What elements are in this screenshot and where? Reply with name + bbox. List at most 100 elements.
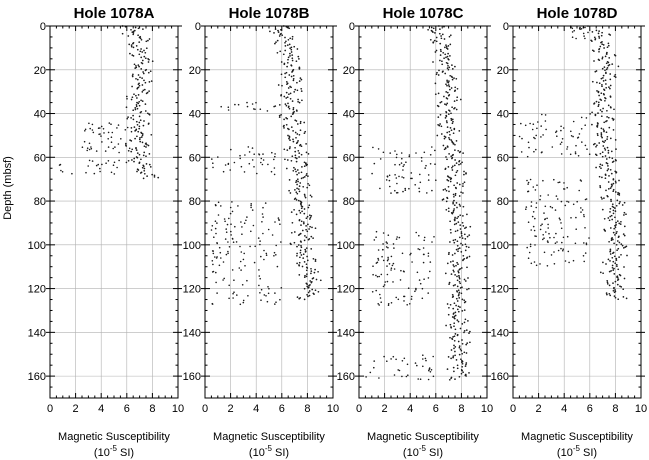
data-point	[599, 186, 602, 189]
data-point	[615, 171, 617, 174]
data-point	[610, 270, 612, 272]
data-point	[126, 126, 129, 129]
data-point	[618, 192, 621, 195]
data-point	[390, 267, 393, 270]
data-point	[530, 201, 533, 203]
data-point	[288, 179, 291, 181]
data-point	[138, 115, 141, 118]
data-point	[392, 262, 395, 265]
data-point	[101, 141, 103, 143]
data-point	[393, 268, 396, 270]
data-point	[275, 41, 277, 43]
data-point	[617, 247, 620, 250]
data-point	[291, 71, 293, 73]
data-point	[278, 219, 280, 221]
data-point	[607, 217, 610, 219]
data-point	[395, 296, 398, 299]
data-point	[228, 297, 230, 300]
y-tick-label: 20	[189, 65, 201, 77]
data-point	[415, 287, 417, 290]
data-point	[391, 264, 394, 267]
data-point	[453, 265, 455, 268]
data-point	[610, 185, 613, 188]
data-point	[451, 165, 454, 168]
data-point	[380, 301, 383, 304]
data-point	[131, 85, 133, 88]
data-point	[303, 276, 306, 279]
data-point	[465, 245, 468, 248]
data-point	[229, 212, 232, 215]
data-point	[613, 75, 616, 78]
data-point	[542, 179, 544, 182]
data-point	[451, 157, 453, 160]
data-point	[222, 279, 224, 281]
data-point	[612, 231, 615, 234]
data-point	[436, 134, 439, 137]
data-point	[220, 257, 222, 259]
data-points	[210, 25, 322, 306]
data-point	[597, 32, 600, 35]
data-point	[458, 276, 461, 279]
data-point	[620, 243, 623, 245]
data-point	[604, 230, 607, 232]
data-point	[604, 55, 607, 58]
data-point	[371, 291, 374, 293]
data-point	[281, 34, 284, 37]
data-point	[386, 273, 389, 276]
data-point	[534, 137, 536, 140]
data-point	[112, 147, 114, 150]
data-point	[377, 303, 380, 305]
data-point	[139, 140, 142, 143]
data-point	[465, 343, 468, 346]
data-point	[445, 120, 448, 122]
data-point	[452, 260, 454, 262]
data-point	[300, 203, 302, 206]
data-point	[458, 291, 461, 294]
data-point	[623, 214, 625, 216]
data-point	[454, 238, 457, 241]
data-point	[616, 283, 619, 286]
data-point	[591, 123, 593, 126]
data-point	[274, 155, 276, 158]
data-point	[116, 166, 118, 169]
data-point	[607, 116, 610, 119]
data-point	[447, 113, 450, 115]
data-point	[593, 103, 595, 105]
data-point	[423, 253, 425, 256]
data-point	[386, 259, 389, 262]
data-point	[244, 154, 246, 156]
data-point	[309, 216, 312, 219]
data-point	[291, 38, 294, 40]
data-point	[299, 212, 302, 214]
data-point	[403, 357, 406, 360]
data-point	[279, 298, 281, 301]
data-point	[449, 323, 452, 326]
data-point	[305, 225, 307, 227]
data-point	[136, 107, 139, 110]
data-point	[593, 36, 596, 39]
data-point	[240, 165, 243, 168]
data-point	[582, 255, 585, 257]
data-point	[459, 214, 462, 217]
data-point	[218, 246, 221, 249]
data-point	[267, 228, 270, 231]
data-point	[287, 106, 290, 109]
data-point	[614, 262, 617, 265]
data-point	[138, 121, 141, 124]
data-point	[418, 248, 421, 251]
data-point	[139, 172, 142, 174]
data-point	[303, 132, 306, 135]
data-point	[462, 371, 464, 374]
data-point	[396, 182, 398, 185]
data-point	[305, 247, 308, 249]
data-point	[233, 279, 235, 282]
data-point	[530, 229, 532, 231]
data-point	[571, 27, 574, 30]
data-point	[386, 280, 389, 283]
y-tick-label: 60	[189, 152, 201, 164]
data-point	[535, 264, 538, 267]
data-point	[423, 151, 426, 154]
data-point	[452, 202, 454, 205]
